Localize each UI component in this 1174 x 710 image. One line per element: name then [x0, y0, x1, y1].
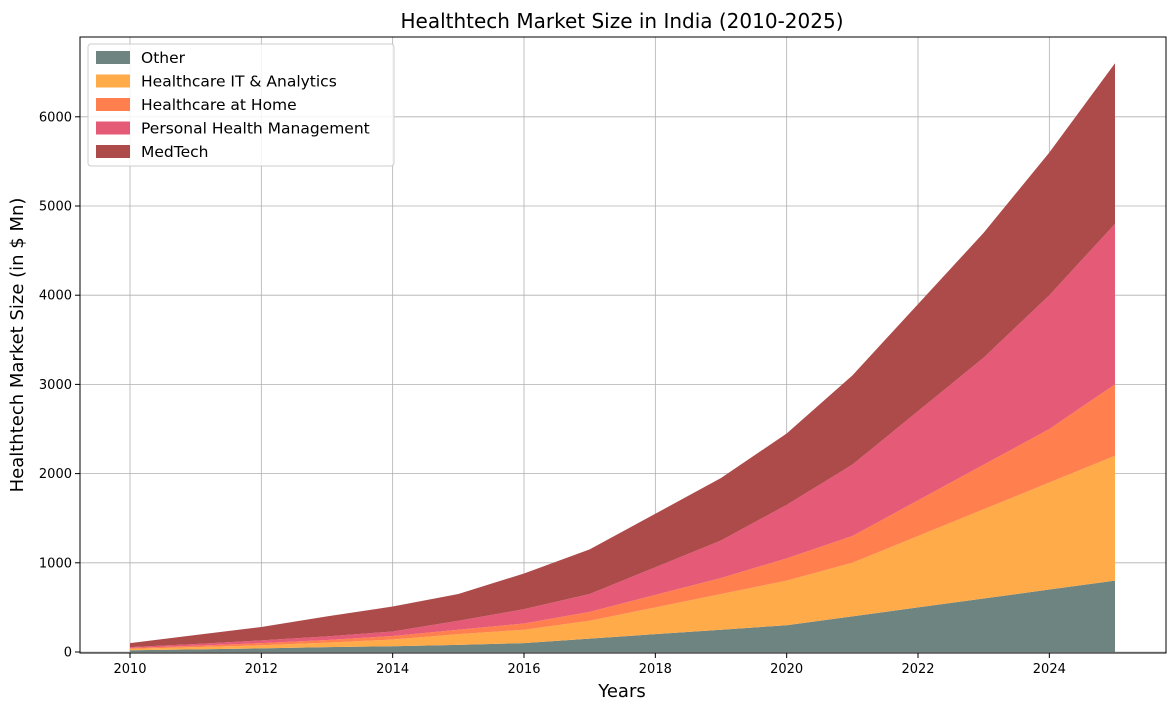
x-axis-label: Years	[597, 681, 646, 702]
y-axis-label: Healthtech Market Size (in $ Mn)	[7, 198, 28, 493]
ticks: 2010 2012 2014 2016 2018 2020 2022 2024 0 1000 200…	[39, 110, 1066, 677]
x-tick-label: 2024	[1033, 662, 1066, 677]
legend-swatch	[96, 145, 130, 158]
y-tick-label: 3000	[39, 378, 72, 393]
legend-box	[87, 43, 395, 167]
x-tick-label: 2022	[901, 662, 934, 677]
y-tick-label: 1000	[39, 556, 72, 571]
area-medtech	[130, 63, 1115, 648]
x-tick-label: 2014	[376, 662, 409, 677]
y-tick-label: 5000	[39, 200, 72, 215]
area-healthcare-at-home	[130, 384, 1115, 649]
legend-label: Personal Health Management	[141, 120, 370, 138]
x-tick-label: 2020	[770, 662, 803, 677]
legend-label: MedTech	[141, 143, 208, 161]
legend-swatch	[96, 98, 130, 111]
y-tick-label: 0	[64, 646, 72, 661]
x-tick-label: 2010	[113, 662, 146, 677]
legend-swatch	[96, 121, 130, 135]
x-tick-label: 2012	[245, 662, 278, 677]
chart-title: Healthtech Market Size in India (2010-20…	[400, 9, 843, 33]
plot-frame	[79, 36, 1167, 654]
legend-label: Healthcare IT & Analytics	[141, 73, 337, 91]
y-tick-label: 4000	[39, 289, 72, 304]
x-tick-label: 2018	[639, 662, 672, 677]
y-tick-label: 6000	[39, 110, 72, 125]
legend-swatch	[96, 51, 130, 64]
area-personal-health-management	[130, 223, 1115, 648]
legend-label: Other	[141, 49, 186, 67]
stacked-areas	[130, 63, 1115, 652]
area-other	[130, 580, 1115, 652]
x-tick-label: 2016	[507, 662, 540, 677]
legend: Other Healthcare IT & Analytics Healthcare…	[87, 43, 395, 167]
y-tick-label: 2000	[39, 467, 72, 482]
legend-swatch	[96, 74, 130, 88]
area-healthcare-it-analytics	[130, 455, 1115, 651]
legend-label: Healthcare at Home	[141, 96, 297, 114]
